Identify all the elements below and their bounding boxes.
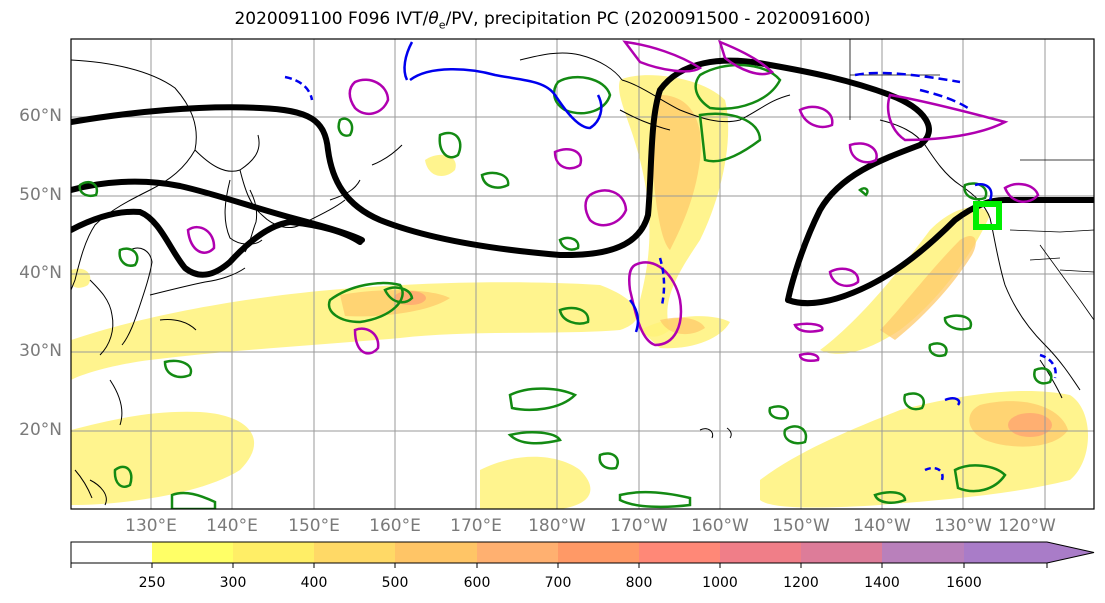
lon-label-160e: 160°E: [369, 516, 421, 536]
lon-label-170e: 170°E: [450, 516, 502, 536]
colorbar-bin-0: [71, 542, 152, 563]
negative-contours: [284, 41, 1057, 481]
colorbar-bin-9: [801, 542, 882, 563]
colorbar-bin-10: [882, 542, 964, 563]
ivt-shading: [71, 75, 1088, 509]
title-theta-subscript: e: [438, 18, 446, 32]
colorbar-bin-2: [233, 542, 314, 563]
colorbar-bin-11-extend: [964, 542, 1094, 563]
colorbar-bin-1: [152, 542, 233, 563]
lat-label-20n: 20°N: [19, 420, 62, 440]
lat-label-40n: 40°N: [19, 263, 62, 283]
title-theta: θ: [428, 9, 439, 29]
colorbar-outline: [70, 541, 1095, 564]
lon-label-150e: 150°E: [288, 516, 340, 536]
colorbar-tick-400: 400: [300, 575, 328, 591]
colorbar-bin-8: [720, 542, 801, 563]
colorbar-tick-600: 600: [463, 575, 491, 591]
colorbar-bin-5: [477, 542, 558, 563]
lon-label-150w: 150°W: [772, 516, 830, 536]
lon-label-180w: 180°W: [528, 516, 586, 536]
colorbar-tick-800: 800: [625, 575, 653, 591]
lat-label-30n: 30°N: [19, 341, 62, 361]
lon-label-170w: 170°W: [610, 516, 668, 536]
colorbar-bin-7: [639, 542, 720, 563]
colorbar: [70, 541, 1095, 568]
colorbar-tick-250: 250: [138, 575, 166, 591]
lon-label-130w: 130°W: [934, 516, 992, 536]
lon-label-120w: 120°W: [998, 516, 1056, 536]
colorbar-bin-3: [314, 542, 395, 563]
graticule: [71, 39, 1094, 509]
colorbar-tick-1600: 1600: [946, 575, 982, 591]
title-prefix: 2020091100 F096 IVT/: [234, 9, 429, 29]
lat-label-60n: 60°N: [19, 106, 62, 126]
colorbar-bin-4: [395, 542, 477, 563]
thetae-contours: [78, 63, 1053, 509]
title-suffix: /PV, precipitation PC (2020091500 - 2020…: [445, 9, 871, 29]
colorbar-tick-1400: 1400: [864, 575, 900, 591]
colorbar-tick-300: 300: [219, 575, 247, 591]
lon-label-140w: 140°W: [853, 516, 911, 536]
figure-title: 2020091100 F096 IVT/θe/PV, precipitation…: [0, 9, 1105, 31]
lon-label-160w: 160°W: [691, 516, 749, 536]
colorbar-bin-6: [558, 542, 639, 563]
pv-contours: [186, 39, 1040, 363]
lon-label-130e: 130°E: [125, 516, 177, 536]
lat-label-50n: 50°N: [19, 185, 62, 205]
colorbar-tick-500: 500: [381, 575, 409, 591]
colorbar-tick-1000: 1000: [702, 575, 738, 591]
colorbar-tick-700: 700: [544, 575, 572, 591]
location-marker: [973, 201, 1002, 230]
map-frame: [70, 38, 1095, 510]
colorbar-tick-1200: 1200: [783, 575, 819, 591]
lon-label-140e: 140°E: [206, 516, 258, 536]
